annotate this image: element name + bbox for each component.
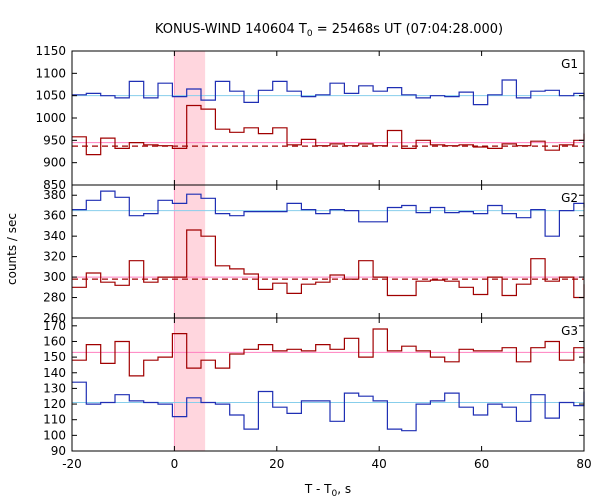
y-tick-label: 320 [43, 250, 66, 264]
y-tick-label: 170 [43, 319, 66, 333]
y-tick-label: 360 [43, 209, 66, 223]
y-tick-label: 850 [43, 178, 66, 192]
x-tick-label: 20 [269, 457, 284, 471]
y-tick-label: 140 [43, 366, 66, 380]
panel-label: G3 [561, 324, 578, 338]
x-tick-label: 80 [576, 457, 591, 471]
y-tick-label: 950 [43, 133, 66, 147]
y-tick-label: 1100 [35, 66, 66, 80]
x-tick-label: 40 [372, 457, 387, 471]
y-tick-label: 120 [43, 397, 66, 411]
y-tick-label: 280 [43, 291, 66, 305]
y-tick-label: 90 [51, 444, 66, 458]
panel-frame [71, 317, 585, 452]
y-tick-label: 1050 [35, 89, 66, 103]
panel-label: G1 [561, 57, 578, 71]
series-blue-histogram [72, 190, 585, 237]
series-blue-histogram [72, 79, 585, 106]
highlight-interval [174, 318, 206, 451]
y-tick-label: 300 [43, 270, 66, 284]
series-red-histogram [72, 104, 585, 156]
panel-g1: 850 900 950 1000 1050 1100 1150 G1 [35, 44, 585, 192]
y-tick-label: 380 [43, 188, 66, 202]
panel-g2: 260 280 300 320 340 360 380 G2 [43, 184, 585, 325]
x-tick-label: 60 [474, 457, 489, 471]
panel-label: G2 [561, 191, 578, 205]
y-tick-label: 260 [43, 311, 66, 325]
y-tick-label: 1000 [35, 111, 66, 125]
y-tick-label: 900 [43, 156, 66, 170]
x-axis-label: T - T0, s [304, 482, 351, 499]
y-tick-label: 150 [43, 350, 66, 364]
panel-frame [71, 50, 585, 186]
y-tick-label: 130 [43, 381, 66, 395]
y-tick-label: 1150 [35, 44, 66, 58]
y-tick-label: 100 [43, 428, 66, 442]
x-tick-label: -20 [62, 457, 82, 471]
panel-frame [71, 184, 585, 319]
x-tick-label: 0 [171, 457, 179, 471]
y-tick-label: 340 [43, 229, 66, 243]
y-tick-label: 160 [43, 334, 66, 348]
chart-title: KONUS-WIND 140604 T0 = 25468s UT (07:04:… [155, 22, 503, 39]
series-blue-histogram [72, 381, 585, 432]
series-red-histogram [72, 328, 585, 377]
series-red-histogram [72, 229, 585, 299]
y-axis-label: counts / sec [5, 213, 19, 285]
highlight-interval [174, 185, 206, 318]
highlight-interval [174, 51, 206, 185]
panels-group: 8509009501000105011001150G12602803003203… [35, 44, 591, 471]
y-tick-label: 110 [43, 413, 66, 427]
